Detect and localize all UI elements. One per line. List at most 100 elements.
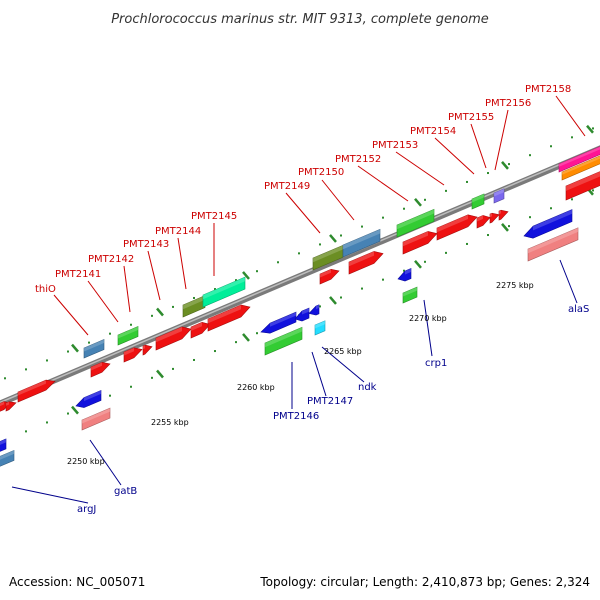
- major-tick: [414, 260, 422, 269]
- gene-shine: [143, 345, 145, 350]
- guide-dot-lower: [340, 296, 342, 299]
- guide-dot-upper: [550, 145, 552, 148]
- guide-dot-upper: [445, 189, 447, 192]
- gene-shine: [91, 362, 102, 371]
- gene-shine: [403, 231, 428, 247]
- guide-dot-upper: [571, 136, 573, 139]
- leader-top: [123, 265, 131, 313]
- guide-dot-upper: [382, 216, 384, 219]
- gene-shine: [124, 347, 134, 356]
- guide-dot-lower: [571, 198, 573, 201]
- gene-labels-top: thiO PMT2141 PMT2142 PMT2143 PMT2144 PMT…: [35, 84, 571, 295]
- guide-dot-lower: [508, 225, 510, 228]
- gene-shine: [82, 408, 110, 424]
- gene-features: [0, 146, 600, 467]
- guide-dot-upper: [172, 305, 174, 308]
- guide-dot-upper: [256, 270, 258, 273]
- guide-dot-lower: [403, 269, 405, 272]
- gene-shine: [397, 209, 434, 230]
- gene-arrow-red[interactable]: [498, 209, 509, 221]
- gene-arrow-red[interactable]: [402, 231, 438, 255]
- guide-dot-upper: [88, 341, 90, 344]
- guide-dot-lower: [529, 216, 531, 219]
- gene-arrow-red[interactable]: [348, 251, 384, 275]
- gene-label-argJ: argJ: [77, 504, 96, 515]
- leader-bottom: [321, 346, 365, 383]
- gene-shine: [156, 326, 182, 343]
- tick-label-2250: 2250 kbp: [67, 457, 105, 466]
- guide-dot-upper: [193, 296, 195, 299]
- leader-top: [494, 109, 509, 171]
- tick-label-2260: 2260 kbp: [237, 383, 275, 392]
- major-tick: [71, 343, 79, 353]
- guide-dot-lower: [466, 242, 468, 245]
- gene-shine: [566, 171, 600, 191]
- gene-shine: [316, 304, 319, 310]
- gene-shine: [403, 287, 417, 297]
- guide-dot-upper: [466, 180, 468, 183]
- guide-dot-upper: [403, 207, 405, 210]
- scale-labels: 2250 kbp 2255 kbp 2260 kbp 2265 kbp 2270…: [67, 281, 534, 466]
- guide-dot-upper: [277, 261, 279, 264]
- gene-shine: [0, 401, 4, 407]
- gene-label-pmt2152: PMT2152: [335, 154, 381, 165]
- guide-dot-lower: [319, 305, 321, 308]
- gene-shine: [528, 227, 578, 254]
- leader-top: [395, 151, 445, 186]
- guide-dot-lower: [151, 376, 153, 379]
- gene-shine: [203, 277, 245, 300]
- guide-dot-upper: [529, 154, 531, 157]
- major-tick: [501, 161, 509, 170]
- gene-arrow-red[interactable]: [142, 344, 153, 356]
- leader-top: [147, 250, 161, 301]
- gene-shine: [0, 450, 14, 460]
- gene-shine: [494, 188, 504, 197]
- gene-shine: [472, 193, 484, 203]
- gene-label-pmt2153: PMT2153: [372, 140, 418, 151]
- gene-shine: [559, 146, 600, 167]
- gene-label-pmt2154: PMT2154: [410, 126, 456, 137]
- leader-top: [434, 137, 475, 175]
- guide-dot-upper: [130, 323, 132, 326]
- gene-shine: [183, 295, 205, 310]
- accession-text: Accession: NC_005071: [9, 575, 145, 589]
- guide-dot-upper: [508, 163, 510, 166]
- guide-dot-lower: [25, 430, 27, 433]
- gene-shine: [6, 401, 9, 406]
- gene-shine: [437, 214, 468, 233]
- leader-top: [357, 165, 409, 202]
- gene-shine: [315, 320, 325, 329]
- leader-bottom: [89, 439, 122, 486]
- gene-label-ndk: ndk: [358, 382, 377, 393]
- guide-dot-upper: [298, 252, 300, 255]
- major-tick: [242, 333, 250, 342]
- major-tick: [329, 234, 337, 243]
- guide-dot-upper: [4, 377, 6, 380]
- guide-dot-upper: [46, 359, 48, 362]
- guide-dot-upper: [424, 198, 426, 201]
- gene-shine: [265, 327, 302, 348]
- gene-shine: [499, 210, 501, 215]
- guide-dot-lower: [382, 278, 384, 281]
- leader-top: [285, 192, 321, 234]
- guide-dot-lower: [592, 189, 594, 192]
- leader-top: [87, 280, 119, 323]
- gene-label-gatB: gatB: [114, 486, 137, 497]
- guide-dot-lower: [67, 412, 69, 415]
- leader-top: [53, 294, 89, 336]
- gene-label-pmt2156: PMT2156: [485, 98, 531, 109]
- gene-shine: [343, 229, 380, 250]
- gene-shine: [208, 305, 241, 324]
- major-tick: [329, 296, 337, 305]
- gene-shine: [0, 438, 6, 445]
- guide-dot-upper: [214, 288, 216, 291]
- gene-arrow-red[interactable]: [489, 212, 500, 224]
- guide-dot-upper: [235, 279, 237, 282]
- major-tick: [586, 124, 594, 134]
- gene-label-pmt2141: PMT2141: [55, 269, 101, 280]
- major-tick: [242, 271, 250, 280]
- gene-label-crp1: crp1: [425, 358, 447, 369]
- leader-top: [555, 95, 586, 137]
- gene-shine: [302, 308, 309, 315]
